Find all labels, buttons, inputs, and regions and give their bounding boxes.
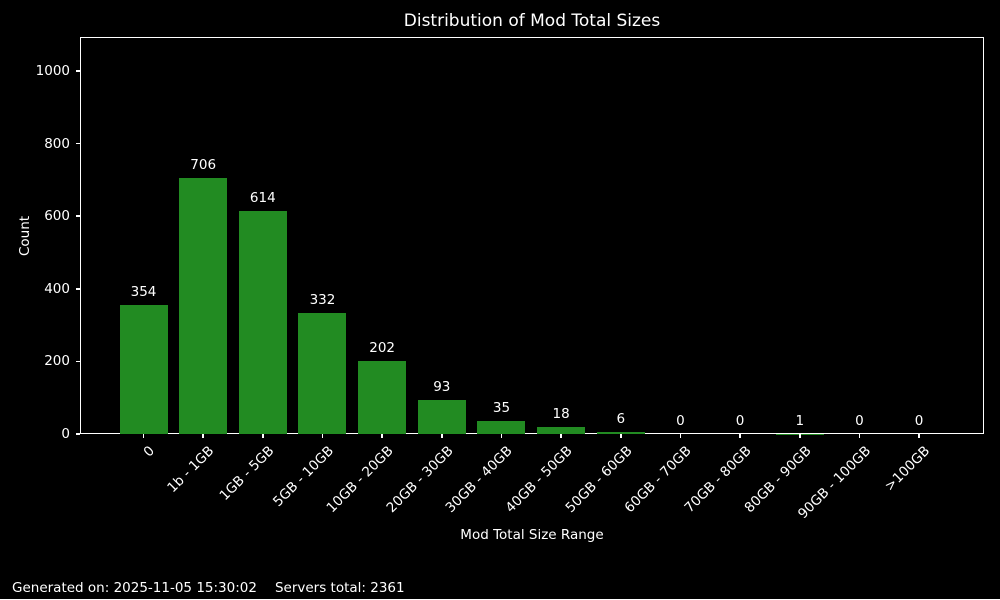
bar-value-label: 332 bbox=[309, 292, 336, 309]
x-tick-mark bbox=[560, 434, 562, 438]
x-axis-label: Mod Total Size Range bbox=[460, 527, 604, 543]
bar-value-label: 614 bbox=[249, 190, 276, 207]
y-tick-label: 1000 bbox=[35, 63, 70, 79]
bar-value-label: 354 bbox=[130, 284, 157, 301]
bar bbox=[477, 421, 526, 434]
y-tick-label: 0 bbox=[61, 426, 70, 442]
bar bbox=[179, 177, 228, 434]
bar bbox=[238, 211, 287, 434]
x-tick-label: 1GB - 5GB bbox=[216, 443, 278, 504]
x-tick-mark bbox=[441, 434, 443, 438]
bar bbox=[119, 305, 168, 434]
x-tick-mark bbox=[620, 434, 622, 438]
bar-value-label: 6 bbox=[616, 410, 626, 427]
bar bbox=[417, 400, 466, 434]
bar bbox=[596, 431, 645, 434]
chart-title: Distribution of Mod Total Sizes bbox=[403, 11, 661, 31]
x-tick-mark bbox=[142, 434, 145, 438]
bar-value-label: 93 bbox=[433, 379, 451, 396]
y-tick-label: 400 bbox=[44, 280, 70, 297]
y-tick-mark bbox=[76, 70, 80, 72]
x-tick-mark bbox=[918, 434, 920, 438]
bar-value-label: 18 bbox=[552, 406, 570, 423]
x-tick-mark bbox=[381, 434, 383, 438]
bar-value-label: 706 bbox=[190, 156, 217, 173]
x-tick-label: >100GB bbox=[881, 443, 934, 495]
x-tick-mark bbox=[202, 434, 204, 438]
x-tick-mark bbox=[262, 434, 264, 438]
y-tick-label: 600 bbox=[44, 208, 70, 225]
bar-value-label: 0 bbox=[914, 413, 924, 429]
generated-timestamp: Generated on: 2025-11-05 15:30:02 bbox=[12, 580, 257, 596]
y-tick-mark bbox=[76, 142, 80, 145]
bar-value-label: 202 bbox=[369, 339, 396, 356]
figure-bottom-border bbox=[0, 598, 1000, 600]
footer: Generated on: 2025-11-05 15:30:02 Server… bbox=[12, 579, 405, 597]
bar-value-label: 35 bbox=[492, 400, 511, 417]
x-tick-mark bbox=[858, 434, 861, 438]
y-tick-label: 200 bbox=[44, 353, 70, 370]
bar-value-label: 0 bbox=[855, 413, 864, 429]
x-tick-mark bbox=[799, 434, 801, 438]
bar-value-label: 1 bbox=[795, 412, 805, 429]
y-tick-mark bbox=[76, 433, 80, 435]
y-axis-label: Count bbox=[17, 215, 33, 257]
bar bbox=[298, 313, 347, 434]
bar bbox=[358, 360, 407, 434]
y-tick-mark bbox=[76, 360, 80, 363]
x-tick-mark bbox=[739, 434, 741, 438]
x-tick-label: 1b - 1GB bbox=[164, 443, 218, 496]
plot-area bbox=[80, 37, 984, 434]
x-tick-mark bbox=[500, 434, 503, 438]
x-tick-mark bbox=[679, 434, 682, 438]
bar bbox=[537, 427, 586, 434]
bar-value-label: 0 bbox=[676, 413, 685, 429]
bar-value-label: 0 bbox=[735, 413, 745, 429]
y-tick-mark bbox=[76, 215, 80, 217]
y-tick-mark bbox=[76, 288, 80, 290]
x-tick-mark bbox=[321, 434, 324, 438]
servers-total: Servers total: 2361 bbox=[274, 580, 405, 596]
x-tick-label: 0 bbox=[140, 443, 158, 461]
y-tick-label: 800 bbox=[44, 135, 70, 152]
